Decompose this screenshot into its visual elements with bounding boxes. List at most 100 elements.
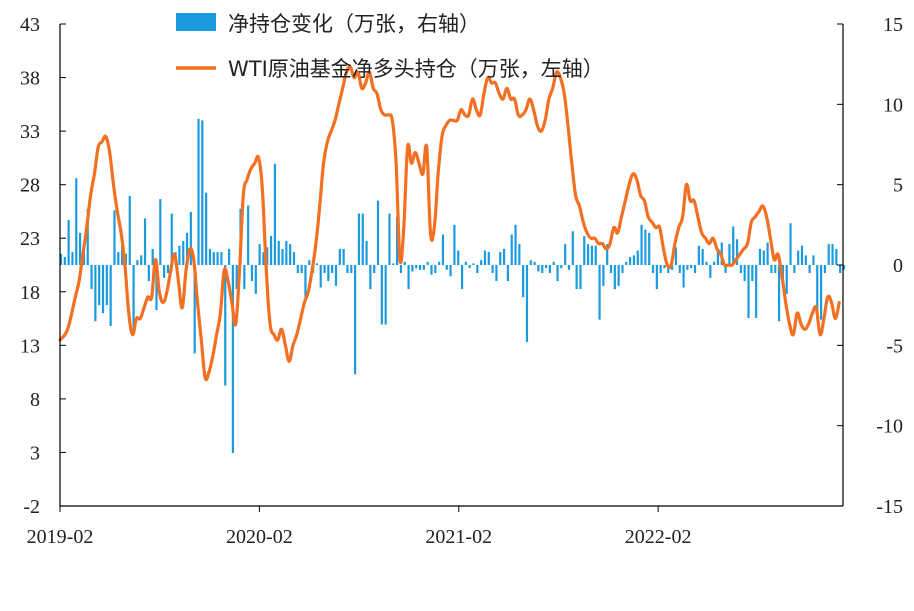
bar	[231, 265, 234, 453]
bar	[441, 234, 445, 265]
bar	[457, 250, 460, 265]
bar	[258, 244, 261, 265]
x-tick-label: 2019-02	[27, 526, 94, 548]
bar	[732, 226, 735, 265]
bar	[178, 245, 181, 265]
bar	[399, 265, 403, 274]
right-tick-label: 15	[883, 14, 903, 36]
bar	[449, 265, 452, 277]
bar	[121, 245, 124, 265]
bar	[243, 265, 246, 290]
bar	[254, 265, 257, 294]
bar	[75, 178, 78, 265]
bar	[651, 265, 655, 274]
bar	[663, 265, 666, 269]
bar	[277, 240, 280, 265]
bar	[842, 265, 846, 270]
bar	[193, 265, 196, 354]
bar	[163, 265, 166, 278]
bar	[369, 265, 372, 290]
bar	[583, 236, 586, 265]
bar	[514, 224, 517, 265]
left-tick-label: 18	[20, 282, 40, 304]
bar	[151, 248, 154, 265]
bar	[564, 244, 567, 265]
bar	[373, 265, 376, 274]
bar	[220, 252, 223, 265]
bar	[762, 250, 765, 265]
bar	[506, 265, 509, 282]
bar	[273, 163, 276, 265]
bar	[392, 263, 395, 265]
bar	[132, 265, 135, 330]
bar	[491, 265, 494, 274]
bar	[606, 244, 609, 265]
bar	[552, 261, 555, 265]
bar	[262, 252, 265, 265]
bar	[648, 232, 651, 265]
bar	[728, 244, 731, 265]
bar	[674, 247, 678, 265]
bar	[147, 265, 150, 282]
bar	[522, 265, 525, 298]
bar	[713, 261, 716, 265]
bar	[472, 263, 475, 265]
bar	[185, 232, 189, 265]
bar	[835, 248, 838, 265]
bar	[751, 265, 754, 282]
bar	[266, 247, 269, 265]
x-tick-label: 2020-02	[226, 526, 293, 548]
x-tick-label: 2021-02	[425, 526, 492, 548]
bar	[701, 248, 704, 265]
right-tick-label: 5	[893, 175, 903, 197]
bar	[697, 245, 700, 265]
left-tick-label: 38	[20, 68, 40, 90]
bar	[235, 265, 238, 290]
bar	[510, 234, 513, 265]
bar	[525, 265, 529, 343]
bar	[594, 245, 597, 265]
bar	[205, 192, 208, 265]
bar	[518, 244, 521, 265]
right-tick-label: -10	[876, 416, 903, 438]
bar	[823, 265, 827, 274]
bar	[483, 250, 487, 265]
bar	[602, 265, 605, 286]
bar	[671, 265, 674, 270]
bar	[269, 236, 273, 265]
legend: 净持仓变化（万张，右轴） WTI原油基金净多头持仓（万张，左轴）	[176, 12, 604, 81]
line-series-wti-net-long	[58, 65, 841, 382]
bar	[636, 250, 639, 265]
bar	[793, 265, 796, 274]
bar	[365, 240, 368, 265]
bar	[716, 248, 720, 265]
bar	[789, 223, 792, 265]
bar	[140, 255, 143, 265]
bar	[541, 265, 544, 274]
bar	[67, 220, 70, 265]
bar	[182, 240, 185, 265]
bar	[380, 265, 383, 325]
bar	[331, 265, 334, 274]
bar	[544, 265, 548, 269]
bar	[384, 265, 387, 325]
bar	[613, 265, 616, 290]
bar	[537, 265, 540, 272]
bar	[495, 265, 498, 282]
bar	[499, 252, 502, 265]
bar	[323, 265, 326, 274]
bar	[682, 265, 685, 288]
x-tick-label: 2022-02	[625, 526, 692, 548]
bar	[197, 118, 200, 265]
bar	[403, 261, 406, 265]
bar-series-net-change	[59, 118, 846, 453]
bar	[201, 120, 204, 266]
right-tick-label: 10	[883, 94, 903, 116]
bar	[777, 265, 781, 322]
left-tick-label: 8	[30, 389, 40, 411]
bar	[438, 261, 441, 265]
bar	[411, 265, 414, 272]
bar	[227, 248, 231, 265]
